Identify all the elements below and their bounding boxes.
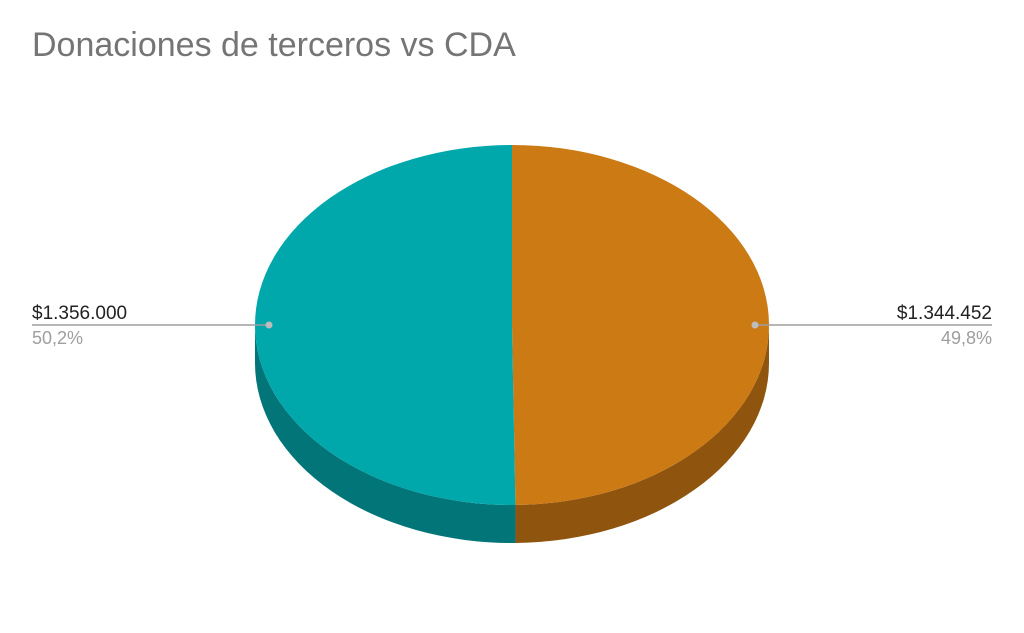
chart-title: Donaciones de terceros vs CDA <box>32 26 516 64</box>
pie-slice-side <box>515 325 769 543</box>
slice-percent-label: 50,2% <box>32 328 83 348</box>
leader-dot <box>265 321 273 329</box>
slice-value-label: $1.344.452 <box>897 303 992 324</box>
pie-slice-side <box>255 325 516 544</box>
slice-value-label: $1.356.000 <box>32 303 127 324</box>
leader-dot <box>751 321 759 329</box>
slice-percent-label: 49,8% <box>941 328 992 348</box>
pie-slice[interactable] <box>512 145 770 505</box>
pie-slice[interactable] <box>255 145 516 505</box>
